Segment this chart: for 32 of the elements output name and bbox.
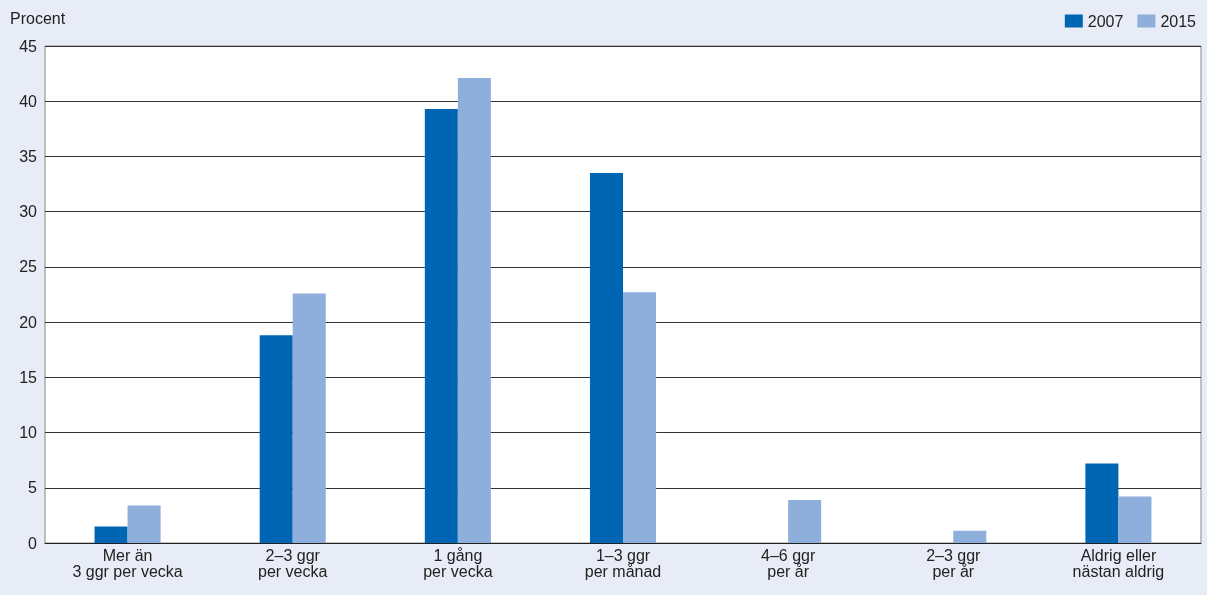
y-tick-label: 30: [19, 203, 38, 221]
bar: [424, 108, 458, 543]
legend-label: 2007: [1087, 12, 1124, 30]
x-tick-label: Aldrig eller nästan aldrig: [1072, 546, 1165, 580]
bar: [1085, 463, 1119, 543]
bar: [127, 505, 161, 543]
x-tick-label: Mer än 3 ggr per vecka: [72, 546, 183, 580]
legend-label: 2015: [1160, 12, 1197, 30]
y-tick-label: 35: [19, 147, 38, 165]
y-tick-label: 20: [19, 313, 38, 331]
x-tick-label: 4–6 ggr per år: [761, 546, 816, 580]
y-tick-label: 25: [19, 258, 38, 276]
y-tick-label: 10: [19, 424, 38, 442]
bar: [623, 292, 657, 543]
bar: [1118, 496, 1152, 543]
y-axis-title: Procent: [10, 9, 66, 27]
x-tick-label: 1–3 ggr per månad: [584, 546, 662, 580]
y-tick-label: 15: [19, 368, 38, 386]
bar: [953, 530, 987, 543]
bar: [259, 335, 293, 543]
y-tick-label: 45: [19, 37, 38, 55]
y-tick-label: 5: [28, 479, 38, 497]
y-tick-label: 40: [19, 92, 38, 110]
bar: [457, 78, 491, 543]
bar: [292, 293, 326, 543]
bar: [788, 499, 822, 543]
x-tick-label: 2–3 ggr per år: [926, 546, 982, 580]
bar: [94, 526, 128, 543]
bar: [589, 173, 623, 543]
x-tick-label: 1 gång per vecka: [423, 546, 493, 580]
x-tick-label: 2–3 ggr per vecka: [258, 546, 328, 580]
y-tick-label: 0: [28, 534, 38, 552]
